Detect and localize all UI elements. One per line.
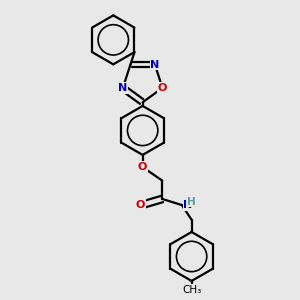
Text: O: O: [136, 200, 145, 210]
Text: CH₃: CH₃: [182, 285, 201, 296]
Text: O: O: [138, 162, 147, 172]
Text: H: H: [187, 197, 196, 207]
Text: N: N: [118, 83, 128, 93]
Text: N: N: [183, 200, 192, 210]
Text: O: O: [158, 83, 167, 93]
Text: N: N: [150, 60, 160, 70]
